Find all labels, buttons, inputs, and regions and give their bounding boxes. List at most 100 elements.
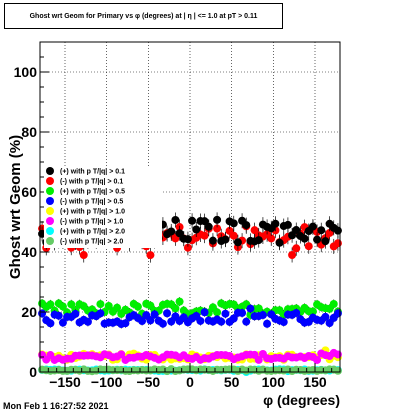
data-point	[217, 317, 226, 326]
data-point	[104, 302, 113, 311]
data-point	[292, 308, 301, 317]
data-point	[96, 309, 105, 318]
x-tick-label: −150	[49, 374, 81, 390]
legend-marker	[46, 177, 54, 185]
data-point	[96, 300, 105, 309]
data-point	[58, 302, 67, 311]
y-tick-label: 0	[29, 364, 37, 380]
data-point	[313, 235, 322, 244]
data-point	[83, 317, 92, 326]
data-point	[121, 319, 130, 328]
x-tick-label: 150	[303, 374, 327, 390]
data-point	[229, 219, 238, 228]
data-point	[300, 234, 309, 243]
data-point	[192, 225, 201, 234]
data-point	[183, 243, 192, 252]
y-tick-label: 20	[21, 304, 37, 320]
data-point	[263, 319, 272, 328]
data-point	[254, 355, 263, 364]
x-tick-label: −100	[91, 374, 123, 390]
legend-marker	[46, 237, 54, 245]
legend-label: (-) with p T/|q| > 0.5	[60, 199, 123, 206]
legend-label: (-) with p T/|q| > 0.1	[60, 179, 123, 186]
data-point	[242, 221, 251, 230]
data-point	[267, 234, 276, 243]
chart-title-box: Ghost wrt Geom for Primary vs φ (degrees…	[4, 3, 283, 29]
x-tick-label: 50	[224, 374, 240, 390]
data-point	[333, 350, 342, 359]
data-point	[308, 222, 317, 231]
data-point	[279, 318, 288, 327]
legend: (+) with p T/|q| > 0.1 (-) with p T/|q| >…	[44, 166, 162, 248]
data-point	[117, 350, 126, 359]
data-point	[221, 235, 230, 244]
data-point	[271, 219, 280, 228]
data-point	[213, 215, 222, 224]
data-point	[288, 250, 297, 259]
data-point	[150, 310, 159, 319]
data-point	[133, 302, 142, 311]
data-point	[146, 316, 155, 325]
data-point	[46, 319, 55, 328]
x-axis-label: φ (degrees)	[263, 392, 340, 408]
data-point	[254, 236, 263, 245]
legend-marker	[46, 167, 54, 175]
data-point	[79, 251, 88, 260]
y-tick-label: 80	[21, 124, 37, 140]
data-point	[67, 300, 76, 309]
data-point	[221, 309, 230, 318]
data-point	[213, 224, 222, 233]
data-point	[329, 300, 338, 309]
data-point	[308, 307, 317, 316]
data-point	[146, 251, 155, 260]
data-point	[171, 215, 180, 224]
data-point	[229, 314, 238, 323]
data-point	[242, 317, 251, 326]
data-point	[283, 220, 292, 229]
y-tick-label: 60	[21, 184, 37, 200]
data-point	[200, 231, 209, 240]
data-point	[175, 297, 184, 306]
legend-label: (-) with p T/|q| > 1.0	[60, 219, 123, 226]
data-point	[196, 316, 205, 325]
data-point	[158, 319, 167, 328]
data-point	[204, 222, 213, 231]
legend-marker	[46, 217, 54, 225]
legend-marker	[46, 227, 54, 235]
data-point	[163, 309, 172, 318]
data-point	[175, 229, 184, 238]
data-point	[321, 237, 330, 246]
data-point	[233, 238, 242, 247]
data-point	[317, 226, 326, 235]
data-point	[275, 238, 284, 247]
legend-box	[44, 166, 162, 248]
legend-label: (-) with p T/|q| > 2.0	[60, 239, 123, 246]
data-point	[200, 308, 209, 317]
y-tick-label: 40	[21, 244, 37, 260]
data-point	[188, 216, 197, 225]
legend-marker	[46, 187, 54, 195]
data-point	[292, 226, 301, 235]
y-axis-label: Ghost wrt Geom (%)	[7, 135, 24, 279]
data-point	[292, 244, 301, 253]
legend-marker	[46, 207, 54, 215]
data-point	[258, 311, 267, 320]
chart-title: Ghost wrt Geom for Primary vs φ (degrees…	[29, 12, 258, 20]
data-point	[333, 366, 342, 375]
data-point	[38, 309, 47, 318]
data-point	[71, 309, 80, 318]
data-point	[54, 311, 63, 320]
data-point	[313, 355, 322, 364]
x-tick-label: 100	[262, 374, 286, 390]
y-tick-label: 100	[14, 64, 38, 80]
data-point	[333, 309, 342, 318]
legend-label: (+) with p T/|q| > 2.0	[60, 229, 125, 236]
data-point	[58, 318, 67, 327]
data-point	[333, 226, 342, 235]
data-point	[167, 227, 176, 236]
data-point	[171, 304, 180, 313]
data-point	[46, 300, 55, 309]
data-point	[229, 231, 238, 240]
legend-label: (+) with p T/|q| > 1.0	[60, 209, 125, 216]
